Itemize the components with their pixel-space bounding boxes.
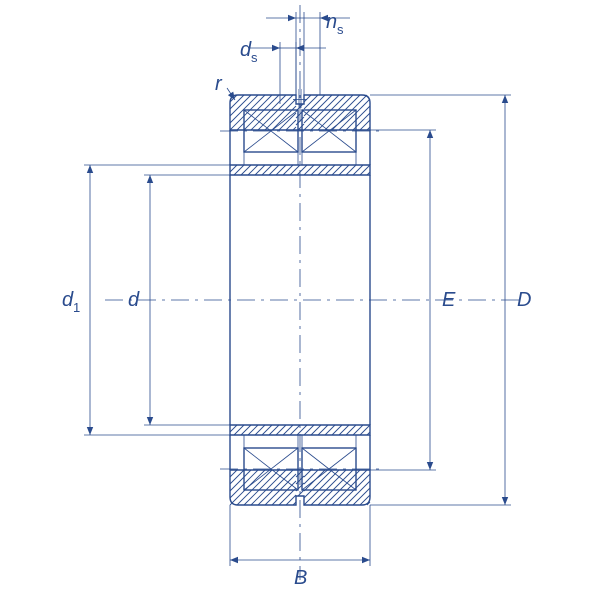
bearing-cross-section-diagram: nsdsrd1dEDB	[0, 0, 600, 600]
svg-text:1: 1	[73, 300, 80, 315]
dimension-label: d1	[62, 289, 80, 315]
dimension-label: ds	[240, 39, 258, 65]
svg-text:s: s	[251, 50, 258, 65]
svg-text:s: s	[337, 22, 344, 37]
svg-text:n: n	[326, 11, 337, 33]
dimension-label: E	[442, 289, 456, 311]
dimension-label: D	[517, 289, 531, 311]
dimension-label: ns	[326, 11, 344, 37]
dimension-label: d	[128, 289, 140, 311]
dimension-label: r	[215, 73, 223, 95]
dimension-label: B	[294, 567, 307, 589]
